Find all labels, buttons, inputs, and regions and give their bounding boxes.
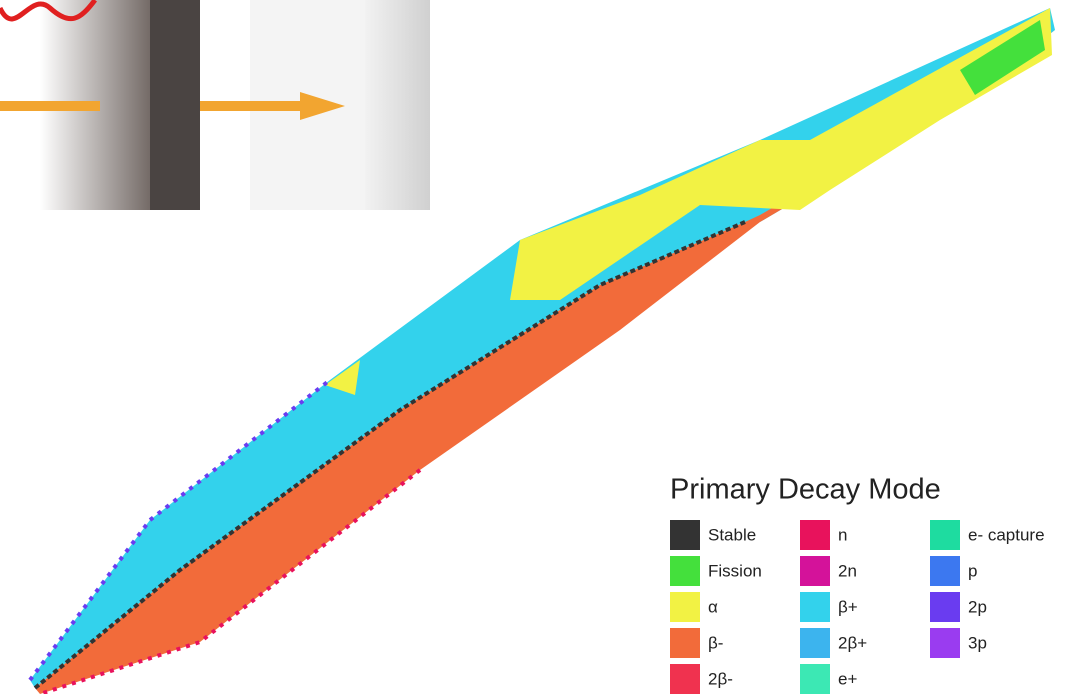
legend-label: β- [708,633,723,652]
legend-label: Fission [708,561,762,580]
legend-title: Primary Decay Mode [670,474,941,506]
legend-swatch [800,520,830,550]
legend-swatch [930,592,960,622]
region-alpha [510,8,1052,300]
legend-swatch [800,628,830,658]
legend: Stable Fission α β- 2β-n 2n β+ 2β+ e+ e- capture p… [670,520,1045,694]
legend-swatch [670,520,700,550]
legend-swatch [800,556,830,586]
legend-label: 3p [968,633,987,652]
legend-swatch [930,556,960,586]
legend-label: 2β- [708,669,733,688]
legend-swatch [670,592,700,622]
legend-label: α [708,597,718,616]
arrow [200,101,305,111]
legend-label: n [838,525,847,544]
arrow [0,101,100,111]
legend-swatch [800,664,830,694]
legend-label: e+ [838,669,857,688]
legend-swatch [670,664,700,694]
legend-swatch [930,628,960,658]
legend-label: β+ [838,597,858,616]
page: Primary Decay Mode Stable Fission α β- 2β-n 2… [0,0,1069,694]
region-beta-minus [35,222,760,694]
wall-side [150,0,200,210]
legend-swatch [670,628,700,658]
screenshot: Primary Decay Mode Stable Fission α β- 2β-n 2… [0,0,1069,694]
grey-block-side [365,0,430,210]
legend-swatch [930,520,960,550]
legend-label: 2n [838,561,857,580]
legend-label: 2p [968,597,987,616]
legend-label: Stable [708,525,756,544]
legend-swatch [800,592,830,622]
legend-label: e- capture [968,525,1045,544]
legend-label: 2β+ [838,633,867,652]
legend-label: p [968,561,977,580]
illustration [0,0,430,210]
legend-swatch [670,556,700,586]
